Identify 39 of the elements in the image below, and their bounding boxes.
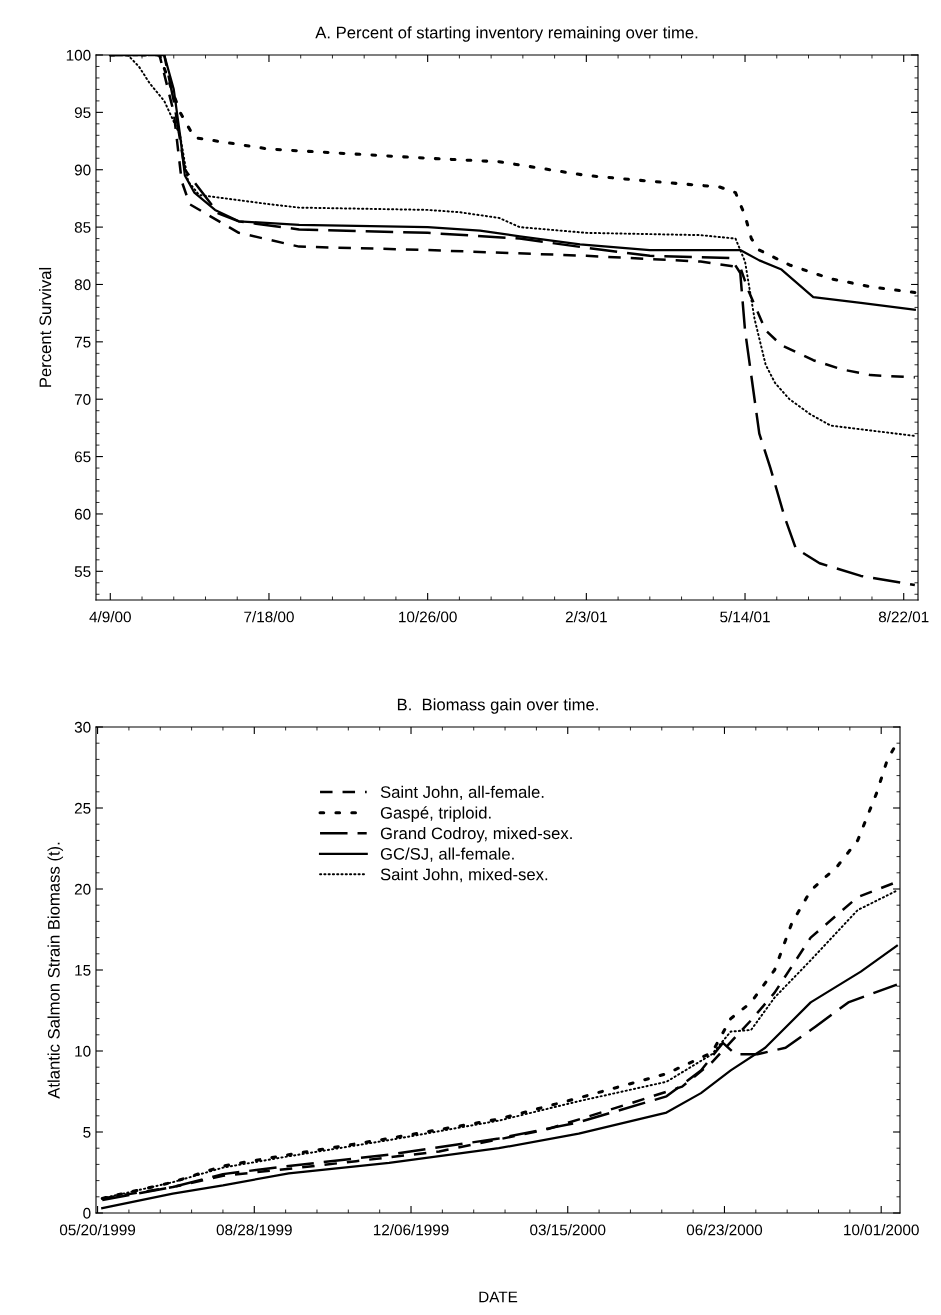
y-tick-label: 70: [74, 394, 91, 405]
y-tick-label: 60: [74, 508, 91, 520]
y-tick-label: 80: [74, 279, 91, 291]
y-tick-label: 0: [83, 1207, 91, 1219]
y-tick-label: 65: [74, 451, 91, 463]
legend-label: Gaspé, triploid.: [380, 806, 491, 823]
legend-label: Saint John, mixed-sex.: [380, 868, 548, 883]
legend-label: Saint John, all-female.: [380, 785, 544, 800]
x-tick-label: 08/28/1999: [216, 1224, 292, 1236]
x-tick-label: 10/01/2000: [844, 1224, 919, 1236]
x-tick-label: 4/9/00: [89, 611, 131, 623]
chart-title: B. Biomass gain over time.: [397, 698, 598, 714]
y-tick-label: 25: [74, 802, 91, 814]
y-tick-label: 100: [66, 49, 91, 61]
chart-title: A. Percent of starting inventory remaining over time.: [315, 26, 698, 42]
y-axis-title: Atlantic Salmon Strain Biomass (t).: [47, 842, 64, 1099]
x-tick-label: 03/15/2000: [530, 1224, 606, 1236]
y-tick-label: 75: [74, 336, 91, 348]
y-tick-label: 85: [74, 221, 91, 233]
legend-label: Grand Codroy, mixed-sex.: [380, 827, 572, 843]
y-tick-label: 20: [74, 883, 91, 895]
x-tick-label: 10/26/00: [399, 611, 457, 623]
x-tick-label: 12/06/1999: [373, 1224, 449, 1236]
y-tick-label: 90: [74, 164, 91, 176]
x-tick-label: 06/23/2000: [686, 1224, 763, 1236]
y-tick-label: 30: [74, 721, 91, 733]
x-tick-label: 5/14/01: [720, 611, 770, 623]
x-tick-label: 7/18/00: [244, 611, 294, 623]
y-tick-label: 95: [74, 107, 91, 119]
y-axis-title: Percent Survival: [39, 267, 52, 387]
y-tick-label: 5: [83, 1127, 91, 1138]
x-tick-label: 2/3/01: [565, 611, 607, 623]
x-tick-label: 05/20/1999: [59, 1224, 136, 1236]
x-axis-title: DATE: [479, 1291, 518, 1303]
y-tick-label: 55: [74, 566, 91, 577]
x-tick-label: 8/22/01: [878, 611, 929, 623]
y-tick-label: 10: [75, 1045, 91, 1057]
legend-label: GC/SJ, all-female.: [380, 847, 514, 862]
y-tick-label: 15: [75, 965, 91, 976]
